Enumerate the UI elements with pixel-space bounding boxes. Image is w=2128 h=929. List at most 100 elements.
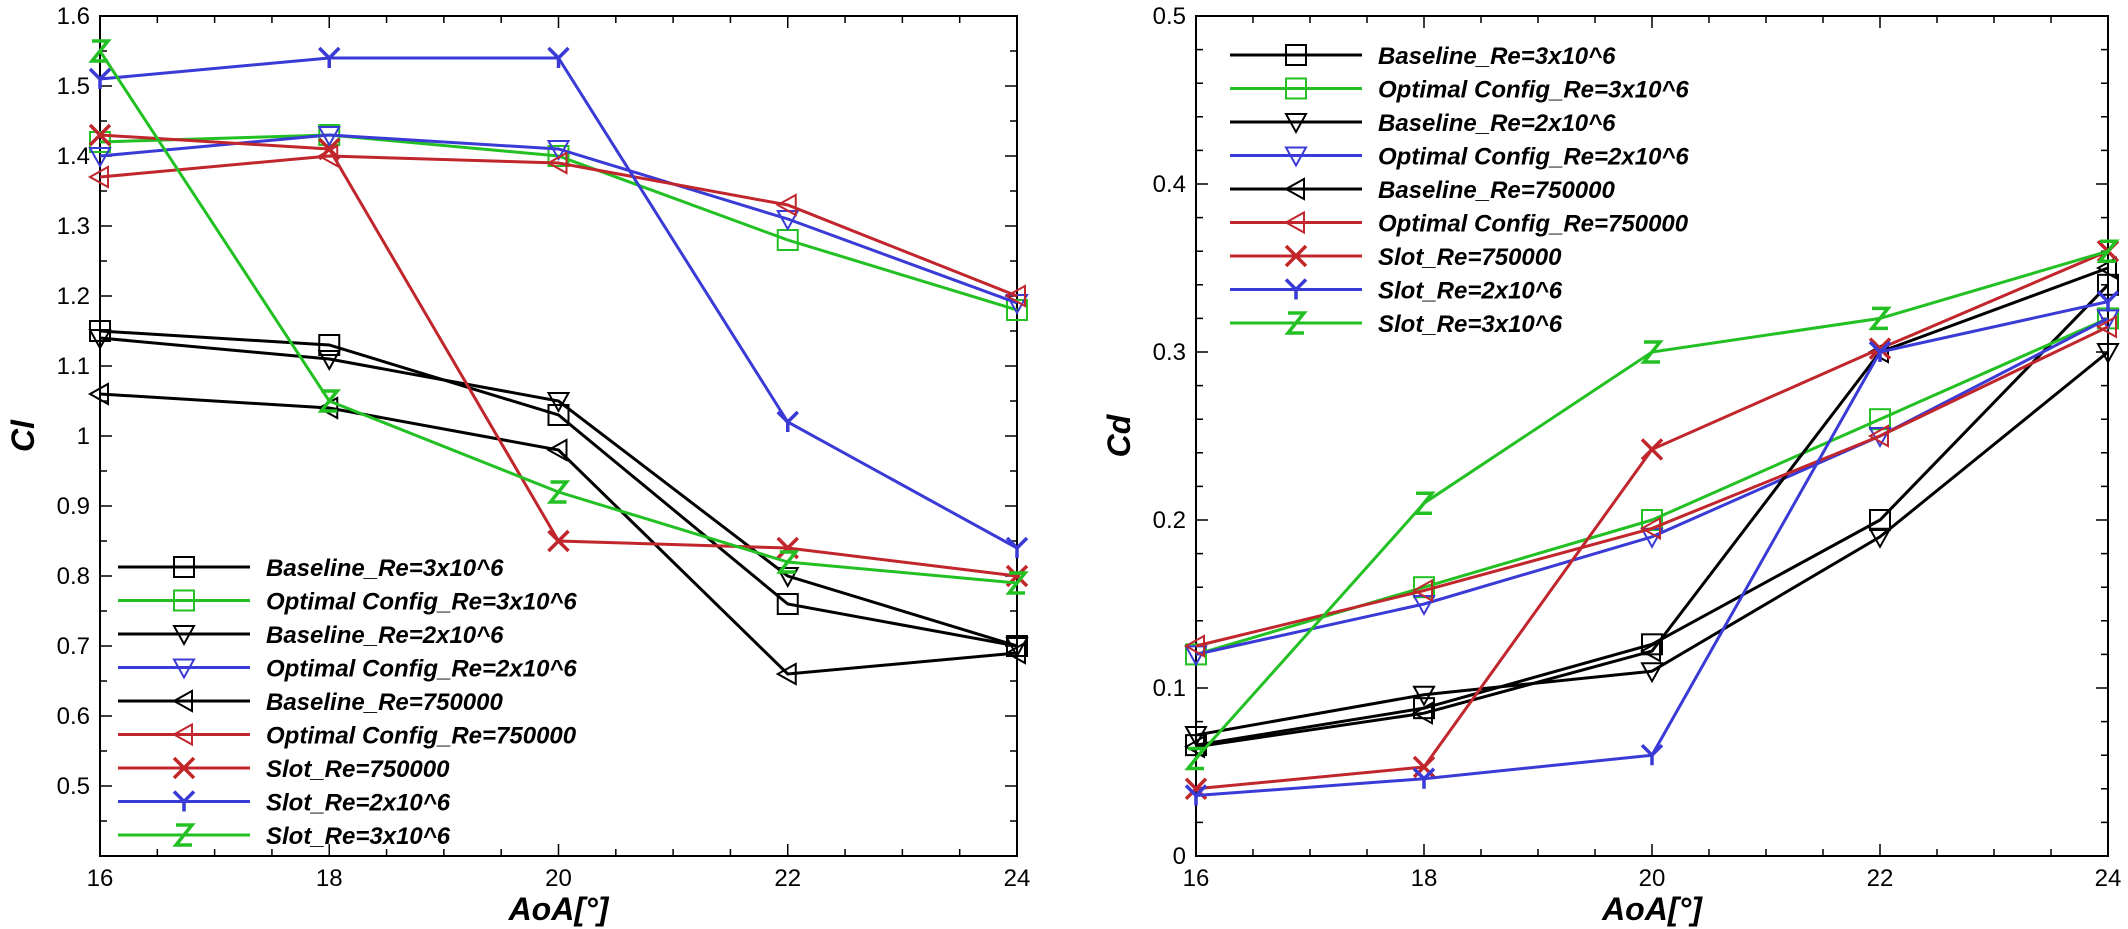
series-line — [99, 336, 1018, 648]
cl-series-optimal-config-re-3x10-6 — [89, 124, 1028, 321]
series-line — [1195, 317, 2109, 656]
cd-y-tick-label: 0 — [1173, 843, 1186, 870]
legend-entry: Slot_Re=3x10^6 — [118, 823, 451, 850]
cl-y-tick-label: 1.3 — [57, 213, 90, 240]
legend-label: Slot_Re=2x10^6 — [266, 790, 451, 817]
cd-y-tick-label: 0.3 — [1153, 339, 1186, 366]
legend-swatch-marker — [172, 790, 196, 812]
data-point — [1640, 743, 1664, 766]
cl-y-tick-label: 1.5 — [57, 73, 90, 100]
legend-entry: Slot_Re=2x10^6 — [118, 790, 451, 817]
legend-swatch-marker — [1284, 113, 1308, 135]
series-line — [99, 392, 1018, 676]
data-point — [1005, 571, 1029, 595]
legend-entry: Optimal Config_Re=750000 — [1230, 211, 1689, 238]
data-point — [317, 389, 341, 413]
data-point — [546, 480, 571, 504]
legend-entry: Slot_Re=2x10^6 — [1230, 278, 1563, 305]
cl-x-tick-label: 20 — [545, 865, 572, 892]
data-point — [89, 131, 111, 153]
data-point — [1868, 337, 1892, 360]
series-line — [99, 56, 1018, 550]
legend-label: Optimal Config_Re=750000 — [1378, 211, 1689, 238]
legend-entry: Baseline_Re=750000 — [1230, 177, 1616, 204]
data-point — [2095, 315, 2117, 339]
legend-entry: Slot_Re=3x10^6 — [1230, 311, 1563, 338]
legend-swatch-marker — [1284, 146, 1308, 168]
series-line — [99, 133, 1018, 578]
data-point — [547, 529, 570, 553]
data-point — [1412, 767, 1436, 789]
data-point — [2095, 256, 2117, 280]
legend-entry: Baseline_Re=2x10^6 — [1230, 110, 1616, 137]
data-point — [1184, 784, 1208, 806]
data-point — [1005, 536, 1029, 558]
data-point — [318, 334, 341, 356]
legend-swatch-marker — [1284, 278, 1308, 300]
data-point — [1640, 662, 1664, 684]
cl-x-tick-label: 24 — [1004, 865, 1031, 892]
cd-y-tick-label: 0.5 — [1153, 3, 1186, 30]
cl-x-tick-label: 18 — [316, 865, 343, 892]
cd-y-axis-title: Cd — [1101, 413, 1137, 457]
legend-swatch-marker — [171, 689, 193, 713]
data-point — [546, 438, 568, 462]
data-point — [1641, 633, 1663, 656]
series-line — [99, 133, 1018, 312]
legend-entry: Optimal Config_Re=3x10^6 — [118, 589, 577, 616]
legend-label: Baseline_Re=750000 — [1378, 177, 1616, 204]
data-point — [2097, 273, 2119, 296]
data-point — [88, 123, 112, 147]
data-point — [546, 151, 568, 175]
cl-y-tick-label: 0.7 — [57, 633, 90, 660]
legend-entry: Baseline_Re=3x10^6 — [1230, 43, 1616, 70]
legend-swatch-marker — [1284, 244, 1308, 268]
legend-entry: Optimal Config_Re=2x10^6 — [118, 656, 577, 683]
data-point — [88, 39, 112, 63]
data-point — [2096, 239, 2120, 263]
cd-x-tick-label: 24 — [2095, 865, 2122, 892]
legend-entry: Optimal Config_Re=750000 — [118, 723, 577, 750]
data-point — [88, 147, 112, 169]
cd-series-slot-re-750000 — [1184, 239, 2120, 801]
legend-label: Optimal Config_Re=750000 — [266, 723, 577, 750]
cd-series-slot-re-2x10-6 — [1184, 290, 2120, 806]
data-point — [317, 350, 341, 372]
series-line — [99, 133, 1018, 305]
data-point — [1639, 516, 1661, 541]
cl-series-slot-re-3x10-6 — [88, 39, 1029, 595]
legend-label: Baseline_Re=3x10^6 — [1378, 43, 1616, 70]
legend-label: Baseline_Re=750000 — [266, 689, 504, 716]
cl-y-tick-label: 0.8 — [57, 563, 90, 590]
cd-plot-frame — [1195, 15, 2109, 857]
legend-swatch-marker — [172, 658, 196, 680]
data-point — [1412, 685, 1436, 707]
data-point — [88, 67, 112, 89]
series-line — [1195, 283, 2110, 747]
series-line — [1195, 325, 2109, 648]
cl-series-baseline-re-2x10-6 — [88, 329, 1029, 659]
data-point — [1005, 637, 1029, 659]
data-point — [1411, 701, 1433, 725]
data-point — [2096, 290, 2120, 312]
legend-swatch-marker — [1283, 177, 1305, 201]
legend-label: Optimal Config_Re=2x10^6 — [1378, 144, 1689, 171]
cl-y-tick-label: 1.2 — [57, 283, 90, 310]
data-point — [1868, 306, 1892, 331]
cd-y-tick-label: 0.4 — [1153, 171, 1186, 198]
legend-swatch-marker — [173, 556, 195, 578]
legend-label: Baseline_Re=2x10^6 — [1378, 110, 1616, 137]
data-point — [1006, 299, 1028, 321]
cd-x-axis-title: AoA[°] — [1601, 891, 1703, 927]
legend-swatch-marker — [1284, 311, 1308, 335]
data-point — [317, 126, 341, 148]
data-point — [546, 140, 571, 162]
cl-legend: Baseline_Re=3x10^6 Optimal Config_Re=3x10… — [118, 555, 577, 850]
data-point — [775, 662, 797, 686]
cl-y-axis-title: Cl — [5, 419, 41, 452]
cd-x-tick-label: 22 — [1867, 865, 1894, 892]
data-point — [1867, 424, 1889, 448]
series-line — [99, 329, 1018, 648]
cl-y-tick-label: 1.6 — [57, 3, 90, 30]
data-point — [88, 329, 112, 351]
